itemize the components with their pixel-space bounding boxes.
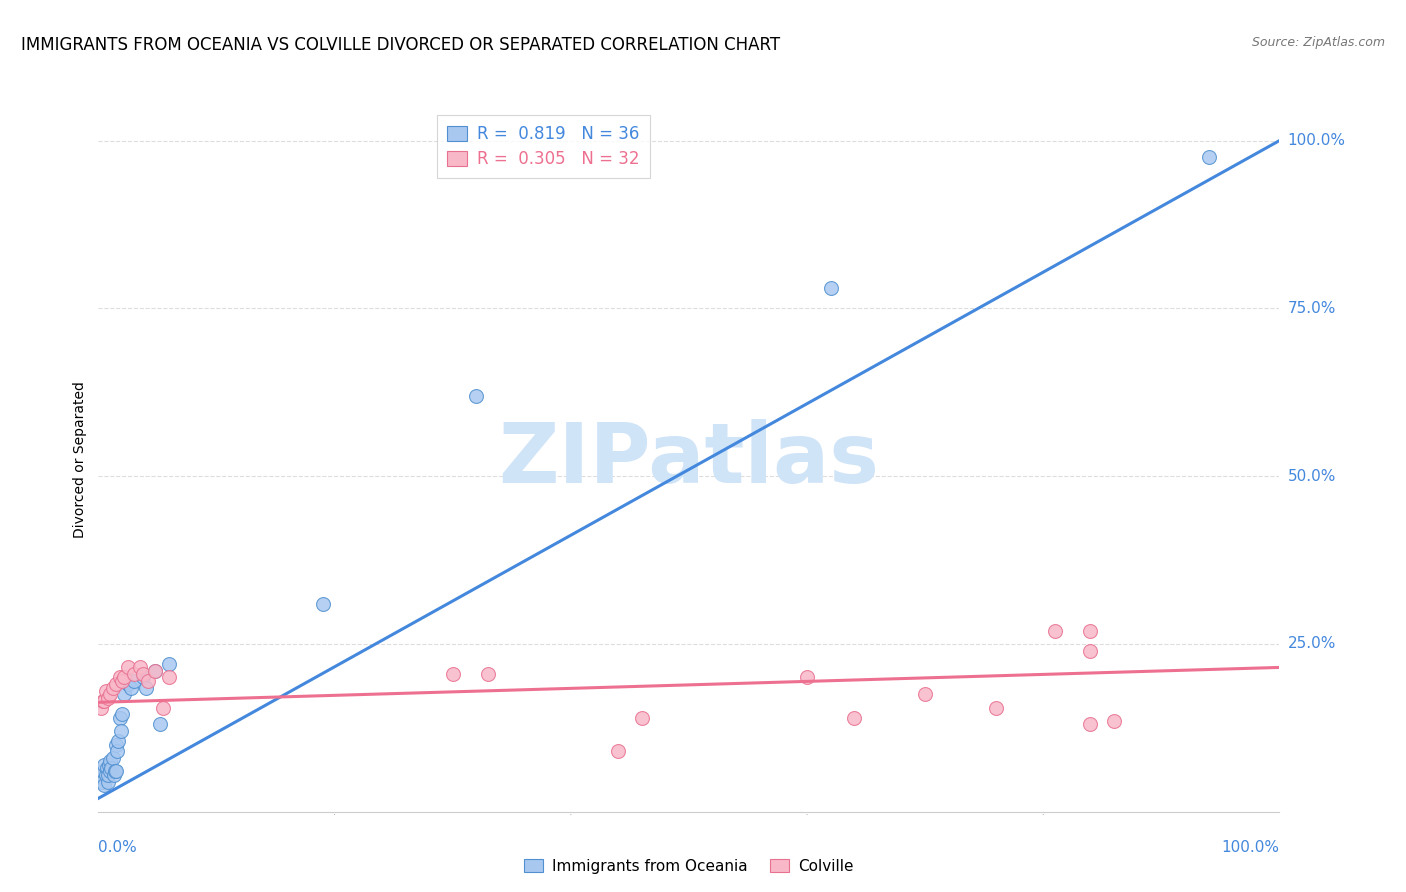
Point [1080, 643, 1102, 657]
Text: Source: ZipAtlas.com: Source: ZipAtlas.com [1251, 36, 1385, 49]
Legend: R =  0.819   N = 36, R =  0.305   N = 32: R = 0.819 N = 36, R = 0.305 N = 32 [437, 115, 650, 178]
Point [1080, 717, 1102, 731]
Point [105, 764, 128, 779]
Point [98, 764, 121, 779]
Point [107, 734, 129, 748]
Point [94, 684, 117, 698]
Point [1043, 624, 1066, 638]
Text: 75.0%: 75.0% [1288, 301, 1336, 316]
Point [984, 700, 1007, 714]
Point [93, 778, 115, 792]
Point [96, 761, 118, 775]
Point [607, 744, 630, 758]
Point [100, 761, 122, 775]
Point [157, 657, 180, 671]
Point [112, 671, 135, 685]
Point [104, 764, 127, 779]
Point [441, 667, 464, 681]
Point [105, 744, 128, 758]
Point [91, 774, 114, 789]
Point [143, 664, 166, 678]
Point [98, 687, 121, 701]
Text: 100.0%: 100.0% [1288, 133, 1346, 148]
Point [105, 677, 128, 691]
Point [111, 673, 134, 688]
Text: 50.0%: 50.0% [1288, 468, 1336, 483]
Point [117, 677, 139, 691]
Point [128, 660, 150, 674]
Point [94, 768, 117, 782]
Point [97, 774, 120, 789]
Point [105, 738, 128, 752]
Point [152, 700, 174, 714]
Point [112, 687, 135, 701]
Point [121, 681, 143, 695]
Point [122, 667, 145, 681]
Point [93, 757, 115, 772]
Text: 0.0%: 0.0% [98, 840, 138, 855]
Text: ZIPatlas: ZIPatlas [499, 419, 879, 500]
Point [157, 671, 180, 685]
Point [103, 768, 125, 782]
Point [97, 690, 120, 705]
Point [465, 389, 488, 403]
Y-axis label: Divorced or Separated: Divorced or Separated [73, 381, 87, 538]
Point [143, 664, 166, 678]
Point [630, 711, 652, 725]
Point [98, 755, 121, 769]
Point [132, 667, 155, 681]
Point [914, 687, 936, 701]
Legend: Immigrants from Oceania, Colville: Immigrants from Oceania, Colville [519, 853, 859, 880]
Point [90, 768, 112, 782]
Point [136, 673, 159, 688]
Point [1198, 150, 1220, 164]
Point [110, 724, 132, 739]
Point [108, 671, 131, 685]
Point [108, 711, 131, 725]
Point [796, 671, 818, 685]
Point [111, 707, 134, 722]
Point [91, 764, 114, 779]
Text: IMMIGRANTS FROM OCEANIA VS COLVILLE DIVORCED OR SEPARATED CORRELATION CHART: IMMIGRANTS FROM OCEANIA VS COLVILLE DIVO… [21, 36, 780, 54]
Point [101, 681, 124, 695]
Point [1080, 624, 1102, 638]
Text: 100.0%: 100.0% [1222, 840, 1279, 855]
Point [135, 681, 157, 695]
Point [477, 667, 499, 681]
Text: 25.0%: 25.0% [1288, 636, 1336, 651]
Point [820, 281, 842, 295]
Point [91, 694, 114, 708]
Point [93, 694, 115, 708]
Point [101, 751, 124, 765]
Point [312, 597, 335, 611]
Point [1102, 714, 1125, 728]
Point [132, 671, 155, 685]
Point [149, 717, 172, 731]
Point [117, 660, 139, 674]
Point [98, 757, 121, 772]
Point [97, 768, 120, 782]
Point [90, 700, 112, 714]
Point [122, 673, 145, 688]
Point [844, 711, 866, 725]
